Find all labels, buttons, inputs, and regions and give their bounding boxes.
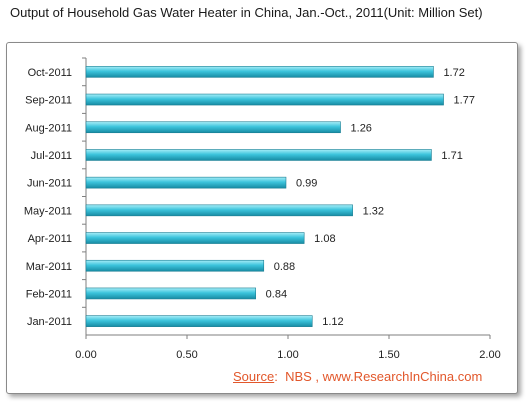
bar xyxy=(85,93,444,106)
x-tick-label: 2.00 xyxy=(479,349,500,361)
bar xyxy=(85,232,305,244)
y-tick-label: May-2011 xyxy=(24,205,72,217)
y-tick-label: Sep-2011 xyxy=(25,95,72,107)
bar xyxy=(85,149,432,161)
bar xyxy=(85,315,313,327)
x-tick-label: 0.00 xyxy=(75,349,96,361)
bar xyxy=(85,66,434,78)
source-separator: : xyxy=(274,369,278,384)
x-tick-label: 1.50 xyxy=(378,349,399,361)
x-tick-label: 1.00 xyxy=(277,349,298,361)
y-tick-label: Jun-2011 xyxy=(27,178,72,190)
bar-value-label: 1.12 xyxy=(322,316,343,328)
bar xyxy=(85,259,265,272)
bar-value-label: 1.72 xyxy=(443,67,464,79)
source-note: Source: NBS , www.ResearchInChina.com xyxy=(233,369,482,384)
bar-value-label: 1.32 xyxy=(363,205,384,217)
x-tick-label: 0.50 xyxy=(176,349,197,361)
plot-area: 0.00 0.50 1.00 1.50 2.00 Oct-2011 1.72 Sep-2011… xyxy=(24,57,501,361)
bar-value-label: 0.84 xyxy=(266,288,287,300)
bar-value-label: 1.71 xyxy=(441,150,462,162)
chart-title: Output of Household Gas Water Heater in … xyxy=(10,5,483,20)
y-tick-label: Aug-2011 xyxy=(25,122,72,134)
bar-value-label: 1.77 xyxy=(454,95,475,107)
bar xyxy=(85,287,256,300)
y-tick-label: Jan-2011 xyxy=(27,316,72,328)
bar-value-label: 0.88 xyxy=(274,261,295,273)
source-label: Source xyxy=(233,369,275,384)
bar-value-label: 1.08 xyxy=(314,233,335,245)
bar xyxy=(85,176,287,189)
bar xyxy=(85,204,353,217)
bar-value-label: 0.99 xyxy=(296,178,317,190)
y-tick-label: Jul-2011 xyxy=(31,150,72,162)
source-text: NBS , www.ResearchInChina.com xyxy=(285,369,483,384)
y-tick-label: Apr-2011 xyxy=(28,233,72,245)
y-tick-label: Oct-2011 xyxy=(28,67,72,79)
bar xyxy=(85,121,341,134)
bar-value-label: 1.26 xyxy=(351,122,372,134)
y-tick-label: Feb-2011 xyxy=(26,288,72,300)
y-tick-label: Mar-2011 xyxy=(26,261,72,273)
